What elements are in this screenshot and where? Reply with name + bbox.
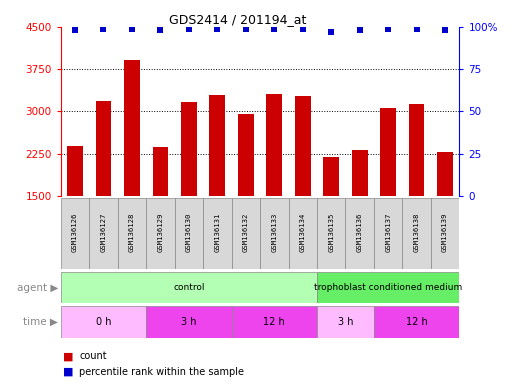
Bar	[238, 114, 253, 196]
Point	[71, 27, 79, 33]
Text: GSM136139: GSM136139	[442, 212, 448, 252]
Point	[298, 25, 307, 31]
Bar	[345, 198, 374, 269]
Text: GSM136127: GSM136127	[100, 212, 107, 252]
Text: GSM136134: GSM136134	[300, 212, 306, 252]
Bar	[295, 96, 310, 196]
Bar	[96, 101, 111, 196]
Text: control: control	[173, 283, 205, 292]
Text: 12 h: 12 h	[263, 317, 285, 327]
Bar	[317, 272, 459, 303]
Bar	[317, 306, 374, 338]
Text: GSM136126: GSM136126	[72, 212, 78, 252]
Point	[213, 25, 222, 31]
Bar	[374, 198, 402, 269]
Bar	[374, 306, 459, 338]
Bar	[61, 306, 146, 338]
Bar	[203, 198, 232, 269]
Text: GSM136133: GSM136133	[271, 212, 277, 252]
Text: GSM136136: GSM136136	[357, 212, 363, 252]
Text: GDS2414 / 201194_at: GDS2414 / 201194_at	[169, 13, 306, 26]
Text: ■: ■	[63, 351, 74, 361]
Text: GSM136130: GSM136130	[186, 212, 192, 252]
Bar	[260, 198, 288, 269]
Point	[384, 25, 392, 31]
Text: GSM136132: GSM136132	[243, 212, 249, 252]
Bar	[61, 272, 317, 303]
Text: 3 h: 3 h	[181, 317, 196, 327]
Bar	[146, 306, 232, 338]
Text: GSM136135: GSM136135	[328, 212, 334, 252]
Bar	[352, 150, 367, 196]
Bar	[402, 198, 431, 269]
Point	[156, 27, 165, 33]
Bar	[61, 198, 89, 269]
Text: GSM136138: GSM136138	[413, 212, 420, 252]
Point	[242, 25, 250, 31]
Text: 0 h: 0 h	[96, 317, 111, 327]
Point	[128, 25, 136, 31]
Text: GSM136137: GSM136137	[385, 212, 391, 252]
Text: percentile rank within the sample: percentile rank within the sample	[79, 367, 244, 377]
Text: time ▶: time ▶	[23, 317, 58, 327]
Bar	[118, 198, 146, 269]
Bar	[288, 198, 317, 269]
Text: agent ▶: agent ▶	[17, 283, 58, 293]
Bar	[67, 146, 83, 196]
Point	[185, 25, 193, 31]
Point	[412, 25, 421, 31]
Bar	[153, 147, 168, 196]
Point	[355, 27, 364, 33]
Bar	[437, 152, 453, 196]
Text: GSM136131: GSM136131	[214, 212, 220, 252]
Bar	[232, 306, 317, 338]
Bar	[431, 198, 459, 269]
Text: count: count	[79, 351, 107, 361]
Bar	[175, 198, 203, 269]
Text: ■: ■	[63, 367, 74, 377]
Text: 3 h: 3 h	[338, 317, 353, 327]
Text: 12 h: 12 h	[406, 317, 428, 327]
Bar	[210, 95, 225, 196]
Bar	[323, 157, 339, 196]
Bar	[380, 108, 396, 196]
Bar	[317, 198, 345, 269]
Bar	[89, 198, 118, 269]
Point	[327, 29, 335, 35]
Text: trophoblast conditioned medium: trophoblast conditioned medium	[314, 283, 463, 292]
Point	[270, 25, 278, 31]
Bar	[409, 104, 425, 196]
Bar	[232, 198, 260, 269]
Point	[99, 25, 108, 31]
Text: GSM136129: GSM136129	[157, 212, 163, 252]
Text: GSM136128: GSM136128	[129, 212, 135, 252]
Bar	[267, 94, 282, 196]
Bar	[181, 103, 197, 196]
Bar	[124, 60, 140, 196]
Bar	[146, 198, 175, 269]
Point	[441, 27, 449, 33]
